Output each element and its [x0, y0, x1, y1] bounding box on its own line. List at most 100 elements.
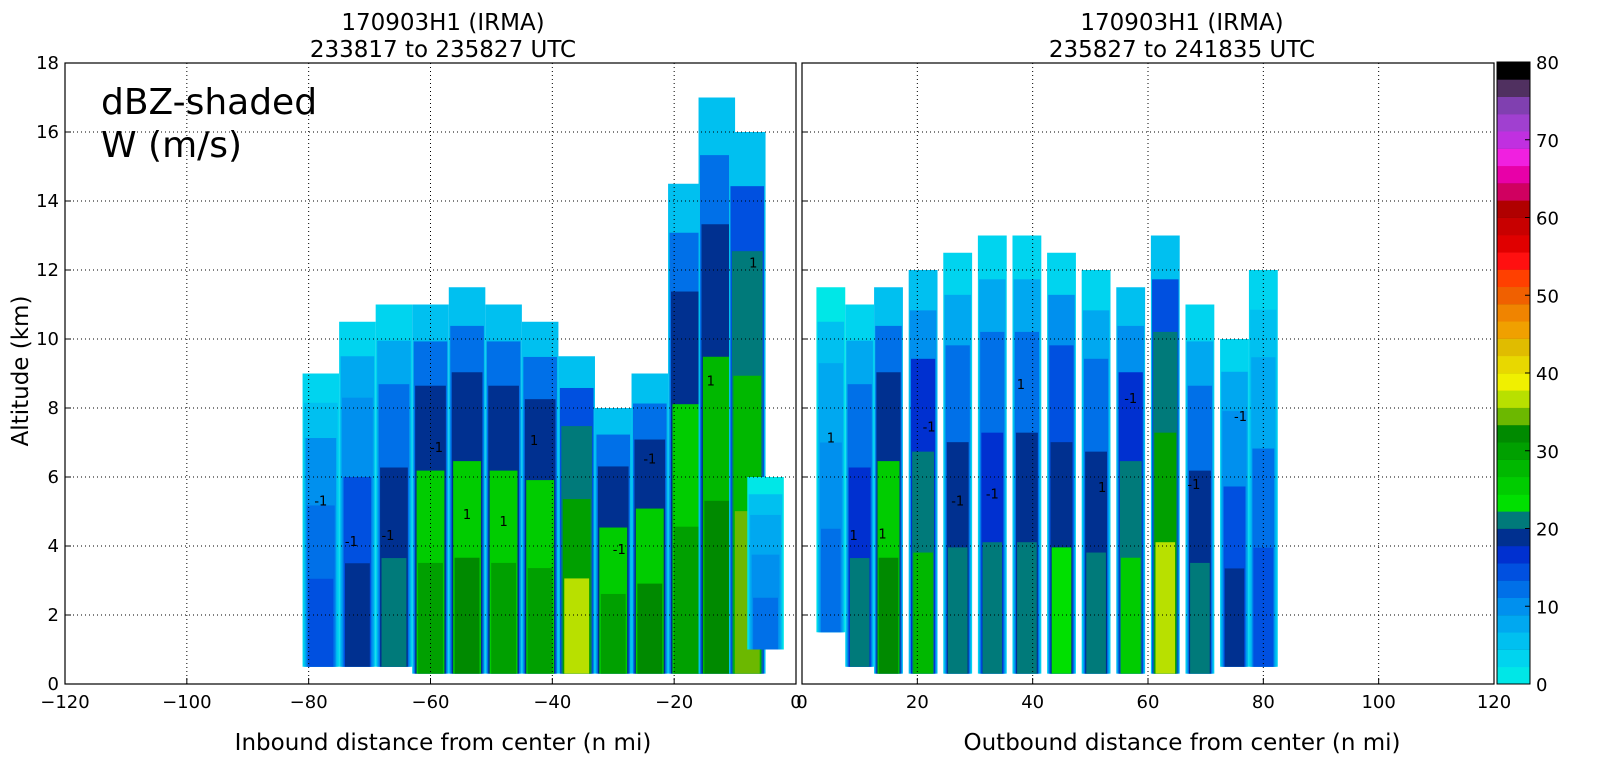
left-w-contour-label: 1 — [707, 375, 715, 390]
colorbar-swatch — [1497, 649, 1530, 668]
right-xtick-label: 120 — [1477, 692, 1511, 713]
colorbar-swatch — [1497, 459, 1530, 478]
colorbar-swatch — [1497, 252, 1530, 270]
colorbar-swatch — [1497, 493, 1530, 512]
left-ytick-label: 14 — [36, 191, 59, 212]
left-reflectivity-cell — [564, 578, 590, 674]
right-title-line2: 235827 to 241835 UTC — [1049, 37, 1315, 63]
right-reflectivity-cell — [1190, 562, 1210, 674]
right-reflectivity-cell — [982, 542, 1003, 674]
right-w-contour-label: -1 — [1234, 410, 1247, 425]
right-xtick-label: 40 — [1021, 692, 1044, 713]
colorbar-tick-label: 40 — [1536, 364, 1559, 385]
colorbar-swatch — [1497, 96, 1530, 115]
left-ytick-label: 2 — [48, 605, 59, 626]
left-w-contour-label: 1 — [499, 515, 507, 530]
left-xtick-label: −80 — [290, 692, 328, 713]
left-reflectivity-cell — [491, 562, 517, 674]
colorbar-tick-label: 0 — [1536, 675, 1547, 696]
right-xtick-label: 20 — [906, 692, 929, 713]
left-reflectivity-cell — [381, 558, 407, 667]
colorbar-swatch — [1497, 563, 1530, 581]
left-xlabel: Inbound distance from center (n mi) — [235, 730, 652, 756]
left-w-contour-label: -1 — [613, 543, 626, 558]
right-xtick-label: 80 — [1252, 692, 1275, 713]
right-w-contour-label: -1 — [923, 420, 936, 435]
right-w-contour-label: -1 — [951, 494, 964, 509]
left-w-contour-label: 1 — [749, 256, 757, 271]
right-axes-frame — [801, 62, 1495, 685]
colorbar-swatch — [1497, 407, 1530, 426]
left-ytick-label: 10 — [36, 329, 59, 350]
right-reflectivity-cell — [1120, 557, 1141, 674]
colorbar-swatch — [1497, 148, 1530, 167]
left-ytick-label: 8 — [48, 398, 59, 419]
left-w-contour-label: -1 — [381, 529, 394, 544]
colorbar-swatch — [1497, 165, 1530, 184]
left-w-contour-label: -1 — [345, 535, 358, 550]
left-ytick-label: 0 — [48, 674, 59, 695]
right-reflectivity-cell — [1086, 552, 1106, 674]
colorbar-swatch — [1497, 200, 1530, 218]
left-ytick-label: 12 — [36, 260, 59, 281]
colorbar-swatch — [1497, 131, 1530, 149]
right-reflectivity-cell — [849, 558, 870, 667]
right-xlabel: Outbound distance from center (n mi) — [964, 730, 1401, 756]
left-title-line1: 170903H1 (IRMA) — [341, 10, 544, 36]
left-w-contour-label: 1 — [530, 434, 538, 449]
left-xtick-label: −60 — [412, 692, 450, 713]
annotation-w-ms: W (m/s) — [101, 125, 242, 166]
right-w-contour-label: 1 — [827, 432, 835, 447]
left-plot-area: -1 1 -1 1 -1 -1 1 -1 1 -1 1 −120 −100 −80 −60 −40 −20 0 0 2… — [36, 53, 802, 713]
colorbar-tick-label: 80 — [1536, 53, 1559, 74]
left-xtick-label: −120 — [40, 692, 89, 713]
left-xtick-label: −100 — [162, 692, 211, 713]
right-panel: 170903H1 (IRMA) 235827 to 241835 UTC 1 -1… — [796, 10, 1511, 756]
right-reflectivity-cell — [1224, 568, 1245, 667]
right-reflectivity-cell — [1155, 542, 1176, 674]
colorbar-swatch — [1497, 234, 1530, 253]
left-title-line2: 233817 to 235827 UTC — [310, 37, 576, 63]
colorbar-swatch — [1497, 597, 1530, 616]
left-ylabel: Altitude (km) — [8, 296, 34, 447]
annotation-dbz-shaded: dBZ-shaded — [101, 82, 317, 123]
right-plot-area: 1 -1 1 -1 1 -1 1 -1 -1 1 -1 0 20 40 60 80 100 120 — [796, 62, 1511, 713]
right-w-contour-label: 1 — [1098, 481, 1106, 496]
colorbar-swatch — [1497, 62, 1530, 80]
colorbar-swatch — [1497, 476, 1530, 495]
colorbar-swatch — [1497, 511, 1530, 529]
left-reflectivity-cell — [753, 597, 778, 650]
left-reflectivity-cell — [637, 583, 663, 674]
right-reflectivity-cell — [878, 557, 899, 674]
left-w-contour-label: -1 — [430, 441, 443, 456]
colorbar-swatch — [1497, 424, 1530, 443]
left-ytick-label: 18 — [36, 53, 59, 74]
colorbar-swatch — [1497, 217, 1530, 236]
left-reflectivity-cell — [600, 593, 626, 674]
left-w-contour-label: -1 — [314, 494, 327, 509]
colorbar: 0 10 20 30 40 50 60 70 80 — [1496, 53, 1559, 696]
colorbar-tick-label: 20 — [1536, 520, 1559, 541]
left-xtick-label: −20 — [655, 692, 693, 713]
right-w-contour-label: -1 — [1124, 392, 1137, 407]
colorbar-swatch — [1497, 321, 1530, 339]
right-xtick-label: 60 — [1137, 692, 1160, 713]
right-reflectivity-cell — [1051, 547, 1072, 674]
right-w-contour-label: 1 — [1017, 378, 1025, 393]
right-reflectivity-cell — [913, 552, 933, 674]
left-panel: 170903H1 (IRMA) 233817 to 235827 UTC -1 1… — [8, 10, 802, 756]
left-w-contour-label: 1 — [463, 508, 471, 523]
colorbar-swatch — [1497, 182, 1530, 201]
right-title-line1: 170903H1 (IRMA) — [1080, 10, 1283, 36]
left-ytick-label: 6 — [48, 467, 59, 488]
right-w-contour-label: 1 — [850, 529, 858, 544]
left-ytick-label: 4 — [48, 536, 59, 557]
colorbar-swatch — [1497, 303, 1530, 322]
right-w-contour-label: 1 — [878, 527, 886, 542]
right-xtick-label: 0 — [796, 692, 807, 713]
right-reflectivity-cell — [947, 547, 968, 674]
colorbar-swatch — [1497, 632, 1530, 650]
colorbar-swatch — [1497, 373, 1530, 391]
colorbar-swatch — [1497, 580, 1530, 599]
